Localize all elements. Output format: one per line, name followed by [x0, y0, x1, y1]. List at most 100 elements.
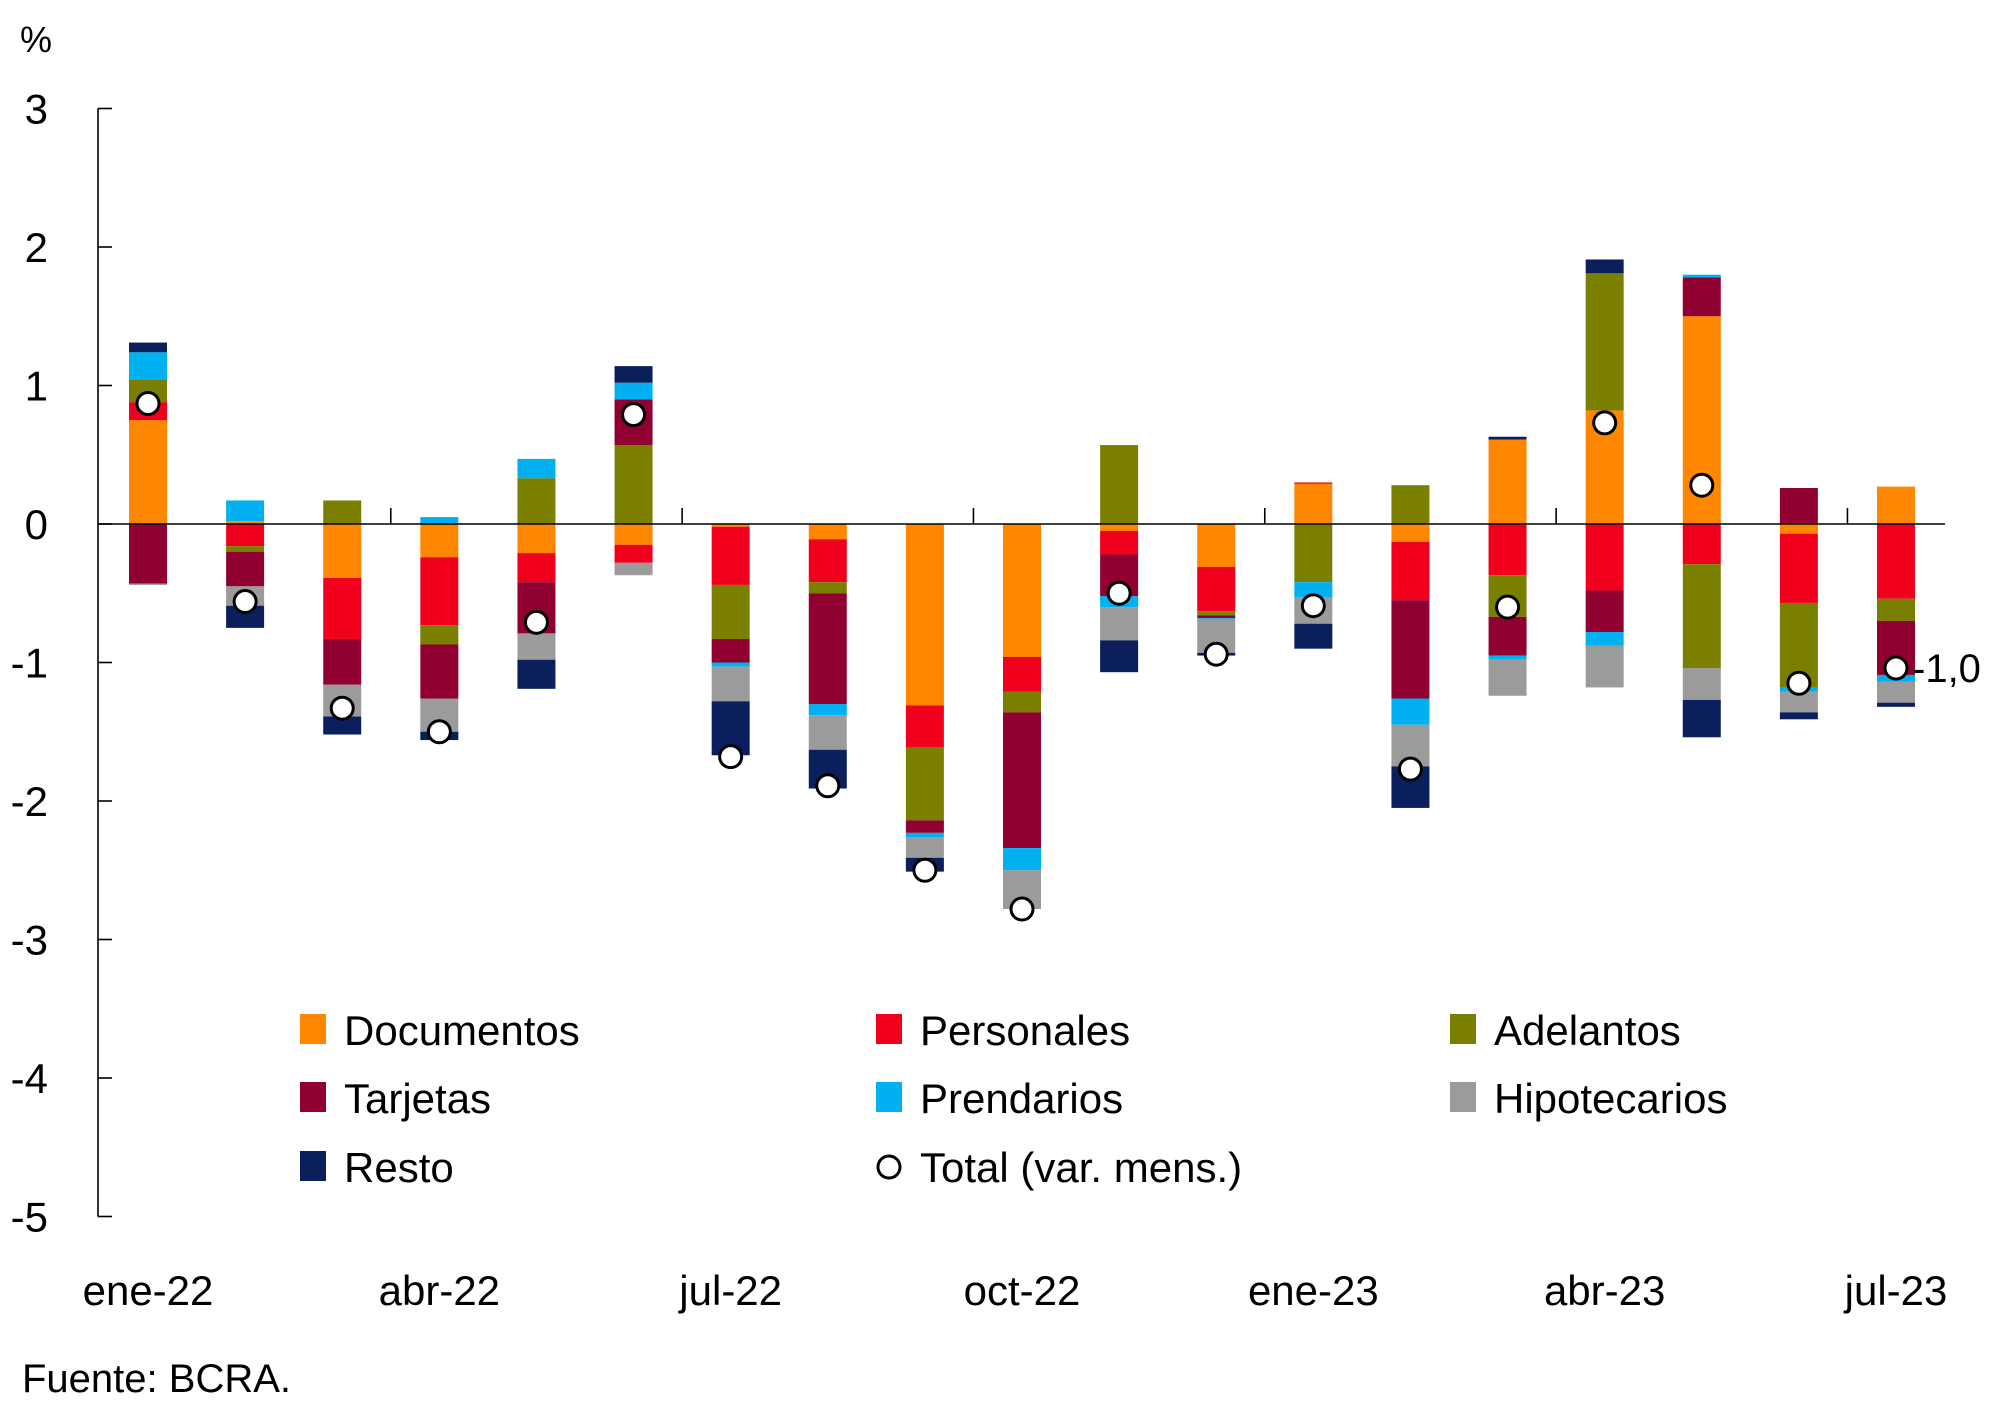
- legend-label: Hipotecarios: [1494, 1075, 1727, 1122]
- total-marker-abr-23: [1592, 410, 1618, 436]
- legend-swatch: [300, 1014, 326, 1044]
- total-marker-mar-22: [329, 695, 355, 721]
- total-marker-jul-23: [1883, 655, 1909, 681]
- total-marker-ene-22: [135, 391, 161, 417]
- x-tick-label: abr-22: [379, 1267, 500, 1314]
- bar-segment-documentos: [1488, 439, 1527, 524]
- bar-segment-resto: [1877, 702, 1915, 707]
- bar-segment-personales: [1003, 656, 1041, 692]
- bar-segment-hipotecarios: [711, 666, 750, 702]
- bar-segment-personales: [1294, 482, 1333, 484]
- total-markers-layer: [135, 391, 1909, 922]
- bar-segment-documentos: [129, 420, 167, 524]
- bar-segment-personales: [517, 553, 556, 583]
- bar-segment-adelantos: [711, 584, 750, 639]
- bar-segment-personales: [1100, 530, 1139, 555]
- y-tick-label: -1: [11, 640, 48, 687]
- bar-segment-adelantos: [614, 445, 653, 524]
- legend-label: Prendarios: [920, 1075, 1123, 1122]
- bar-segment-hipotecarios: [129, 583, 167, 585]
- y-tick-label: 1: [25, 363, 48, 410]
- bar-stack-jul-23: [1877, 486, 1915, 707]
- bar-segment-resto: [323, 716, 362, 735]
- bar-segment-personales: [323, 578, 362, 639]
- bar-segment-prendarios: [1197, 618, 1236, 620]
- bar-segment-adelantos: [808, 582, 847, 594]
- legend-swatch: [300, 1151, 326, 1181]
- bar-segment-adelantos: [420, 625, 459, 645]
- bar-segment-personales: [226, 524, 265, 547]
- legend-label: Adelantos: [1494, 1007, 1681, 1054]
- bar-segment-adelantos: [323, 500, 362, 524]
- total-marker-nov-22: [1106, 580, 1132, 606]
- legend-label: Personales: [920, 1007, 1130, 1054]
- x-tick-label: ene-22: [83, 1267, 214, 1314]
- bar-segment-adelantos: [1197, 611, 1236, 616]
- bar-segment-prendarios: [420, 517, 459, 524]
- legend-marker: [876, 1154, 902, 1180]
- legend-item: Adelantos: [1450, 1007, 1681, 1054]
- legend-swatch: [300, 1082, 326, 1112]
- x-axis-labels: ene-22 abr-22 jul-22 oct-22 ene-23 abr-23 jul-…: [83, 1267, 1948, 1314]
- bar-segment-prendarios: [129, 352, 167, 380]
- x-tick-label: jul-23: [1843, 1267, 1948, 1314]
- bar-segment-prendarios: [1294, 582, 1333, 598]
- annotations-layer: -1,0: [1912, 647, 1981, 691]
- total-marker-ene-23: [1300, 593, 1326, 619]
- bar-segment-resto: [1488, 436, 1527, 440]
- bar-segment-hipotecarios: [1488, 659, 1527, 696]
- bar-segment-prendarios: [808, 704, 847, 716]
- bar-segment-documentos: [420, 524, 459, 558]
- bar-segment-tarjetas: [323, 638, 362, 685]
- y-tick-label: -2: [11, 778, 48, 825]
- total-marker-may-23: [1689, 472, 1715, 498]
- bar-segment-resto: [1100, 640, 1139, 673]
- x-tick-label: ene-23: [1248, 1267, 1379, 1314]
- bar-stack-jun-22: [614, 366, 653, 576]
- legend-label: Resto: [344, 1144, 454, 1191]
- bar-segment-prendarios: [1391, 698, 1430, 725]
- bar-stack-jul-22: [711, 524, 750, 756]
- legend-swatch: [1450, 1014, 1476, 1044]
- bar-segment-adelantos: [1294, 524, 1333, 583]
- bar-stack-mar-23: [1488, 436, 1527, 696]
- bar-segment-documentos: [1197, 524, 1236, 567]
- legend-item: Prendarios: [876, 1075, 1123, 1122]
- bar-segment-personales: [1682, 524, 1721, 565]
- bar-stack-nov-22: [1100, 445, 1139, 673]
- bar-segment-tarjetas: [1197, 615, 1236, 619]
- y-tick-label: -4: [11, 1055, 48, 1102]
- bar-segment-personales: [1197, 566, 1236, 612]
- bar-segment-resto: [1294, 623, 1333, 649]
- bar-segment-tarjetas: [129, 524, 167, 584]
- legend-item: Total (var. mens.): [876, 1144, 1242, 1191]
- bar-segment-personales: [420, 557, 459, 626]
- legend-swatch: [1450, 1082, 1476, 1112]
- bar-segment-tarjetas: [420, 644, 459, 699]
- total-marker-jun-22: [621, 402, 647, 428]
- y-axis: 3 2 1 0 -1 -2 -3 -4 -5: [11, 86, 112, 1241]
- bar-segment-resto: [129, 342, 167, 353]
- x-tick-label: jul-22: [677, 1267, 782, 1314]
- y-tick-label: 0: [25, 501, 48, 548]
- legend-item: Personales: [876, 1007, 1130, 1054]
- source-note: Fuente: BCRA.: [22, 1357, 291, 1401]
- bar-segment-adelantos: [1682, 564, 1721, 669]
- bar-segment-adelantos: [1877, 598, 1915, 621]
- bar-segment-documentos: [1294, 483, 1333, 524]
- bar-stack-oct-22: [1003, 524, 1041, 910]
- bar-segment-documentos: [323, 524, 362, 579]
- bar-stack-abr-22: [420, 517, 459, 741]
- bar-segment-personales: [905, 705, 944, 747]
- bar-segment-documentos: [1779, 524, 1818, 534]
- bar-segment-documentos: [1003, 524, 1041, 657]
- legend-label: Total (var. mens.): [920, 1144, 1242, 1191]
- bar-segment-documentos: [1877, 486, 1915, 524]
- bar-segment-documentos: [226, 521, 265, 524]
- bar-stack-may-23: [1682, 274, 1721, 738]
- bar-segment-prendarios: [517, 458, 556, 479]
- bar-segment-prendarios: [1488, 655, 1527, 660]
- total-marker-sep-22: [912, 857, 938, 883]
- legend-swatch: [876, 1014, 902, 1044]
- bar-segment-prendarios: [614, 382, 653, 400]
